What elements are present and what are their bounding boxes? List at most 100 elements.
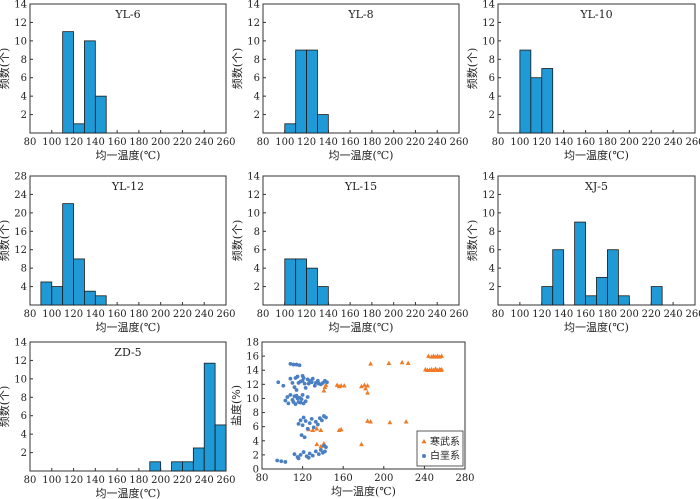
x-axis-label: 均一温度(℃) bbox=[331, 484, 396, 498]
scatter-point-cretaceous bbox=[275, 458, 280, 463]
scatter-point-cretaceous bbox=[292, 385, 297, 390]
x-tick-label: 160 bbox=[341, 309, 360, 320]
x-tick-label: 100 bbox=[42, 137, 61, 148]
y-tick-label: 6 bbox=[254, 73, 260, 84]
x-tick-label: 220 bbox=[406, 137, 425, 148]
y-tick-label: 28 bbox=[14, 172, 27, 183]
x-tick-label: 140 bbox=[319, 309, 338, 320]
histogram-yl-12: 80 100 120 140 160 180 200 220 240 260 4 8 12 16 20 24 2… bbox=[0, 172, 236, 335]
histogram-bar bbox=[284, 258, 297, 306]
y-tick-label: 16 bbox=[246, 352, 259, 363]
histogram-bar bbox=[94, 295, 107, 306]
histogram-bar bbox=[519, 49, 532, 134]
scatter-point-cambrian bbox=[363, 385, 368, 391]
histogram-bar bbox=[84, 290, 96, 306]
scatter-point-cretaceous bbox=[299, 433, 304, 438]
scatter-point-cambrian bbox=[318, 427, 324, 432]
x-tick-label: 200 bbox=[384, 137, 403, 148]
legend-label-cretaceous: 白垩系 bbox=[430, 449, 460, 462]
histogram-yl-15: 80 100 120 140 160 180 200 220 240 260 2 4 6 8 10 12 14 均… bbox=[230, 172, 469, 335]
scatter-point-cambrian bbox=[368, 361, 374, 366]
chart-title: YL-15 bbox=[344, 180, 377, 193]
x-tick-label: 180 bbox=[598, 137, 617, 148]
scatter-point-cretaceous bbox=[313, 449, 318, 454]
scatter-point-cretaceous bbox=[298, 400, 303, 405]
x-tick-label: 100 bbox=[275, 309, 294, 320]
x-tick-label: 120 bbox=[64, 309, 83, 320]
y-tick-label: 8 bbox=[254, 227, 260, 238]
scatter-point-cretaceous bbox=[303, 399, 308, 404]
scatter-point-cretaceous bbox=[300, 373, 305, 378]
y-tick-label: 18 bbox=[246, 338, 259, 349]
y-tick-label: 8 bbox=[489, 227, 495, 238]
scatter-point-cretaceous bbox=[292, 452, 297, 457]
histogram-yl-6: 80 100 120 140 160 180 200 220 240 260 2 4 6 8 10 12 14 均… bbox=[0, 0, 236, 162]
scatter-point-cretaceous bbox=[305, 426, 310, 431]
scatter-point-cretaceous bbox=[290, 381, 295, 385]
y-tick-label: 10 bbox=[247, 36, 260, 47]
scatter-point-cretaceous bbox=[295, 374, 300, 379]
scatter-point-cretaceous bbox=[303, 419, 308, 423]
x-tick-label: 260 bbox=[685, 137, 700, 148]
scatter-point-cambrian bbox=[387, 419, 393, 425]
x-tick-label: 80 bbox=[24, 137, 37, 148]
plot-frame bbox=[261, 341, 466, 470]
y-axis-label: 频数(个) bbox=[0, 48, 11, 90]
scatter-point-cretaceous bbox=[307, 451, 312, 456]
x-axis-label: 均一温度(℃) bbox=[329, 148, 394, 162]
scatter-point-cretaceous bbox=[310, 453, 315, 458]
x-tick-label: 120 bbox=[64, 475, 83, 486]
x-tick-label: 240 bbox=[428, 137, 447, 148]
y-tick-label: 14 bbox=[247, 0, 260, 11]
scatter-point-cambrian bbox=[323, 382, 329, 387]
y-tick-label: 6 bbox=[489, 245, 495, 256]
x-tick-label: 140 bbox=[86, 475, 105, 486]
x-tick-label: 160 bbox=[108, 475, 127, 486]
x-tick-label: 200 bbox=[151, 309, 170, 320]
histogram-bar bbox=[295, 49, 307, 134]
y-tick-label: 10 bbox=[14, 374, 27, 385]
histogram-bar bbox=[203, 362, 216, 472]
scatter-point-cretaceous bbox=[303, 385, 308, 390]
histogram-bar bbox=[73, 123, 85, 134]
chart-title: YL-12 bbox=[111, 180, 144, 193]
histogram-bar bbox=[607, 249, 619, 306]
y-tick-label: 2 bbox=[489, 282, 495, 293]
histogram-bar bbox=[284, 123, 297, 134]
y-tick-label: 8 bbox=[254, 55, 260, 66]
scatter-point-cretaceous bbox=[291, 362, 296, 367]
histogram-bar bbox=[617, 295, 630, 306]
scatter-point-cambrian bbox=[365, 418, 370, 423]
scatter-point-cretaceous bbox=[294, 362, 299, 367]
chart-title: YL-10 bbox=[579, 8, 612, 21]
scatter-point-cretaceous bbox=[324, 445, 328, 450]
x-tick-label: 80 bbox=[257, 309, 270, 320]
scatter-point-cambrian bbox=[403, 419, 409, 424]
y-tick-label: 10 bbox=[247, 208, 260, 219]
legend-marker-cambrian bbox=[421, 439, 427, 444]
scatter-point-cambrian bbox=[359, 383, 364, 389]
scatter-point-cambrian bbox=[386, 360, 392, 365]
x-tick-label: 200 bbox=[620, 309, 639, 320]
y-tick-label: 14 bbox=[247, 172, 260, 183]
x-tick-label: 120 bbox=[64, 137, 83, 148]
x-tick-label: 280 bbox=[455, 473, 474, 484]
x-tick-label: 240 bbox=[415, 473, 434, 484]
scatter-point-cretaceous bbox=[309, 380, 314, 385]
y-tick-label: 4 bbox=[489, 92, 495, 103]
y-axis-label: 频数(个) bbox=[230, 220, 244, 262]
x-tick-label: 120 bbox=[532, 309, 551, 320]
x-tick-label: 120 bbox=[297, 309, 316, 320]
histogram-bar bbox=[94, 95, 107, 134]
y-tick-label: 4 bbox=[21, 430, 27, 441]
plot-frame bbox=[262, 3, 460, 134]
x-tick-label: 240 bbox=[195, 475, 214, 486]
scatter-point-cretaceous bbox=[299, 397, 304, 402]
y-axis-label: 频数(个) bbox=[465, 48, 479, 90]
x-tick-label: 180 bbox=[129, 309, 148, 320]
scatter-point-cambrian bbox=[439, 366, 445, 372]
y-tick-label: 8 bbox=[21, 264, 27, 275]
scatter-point-cretaceous bbox=[323, 449, 327, 454]
